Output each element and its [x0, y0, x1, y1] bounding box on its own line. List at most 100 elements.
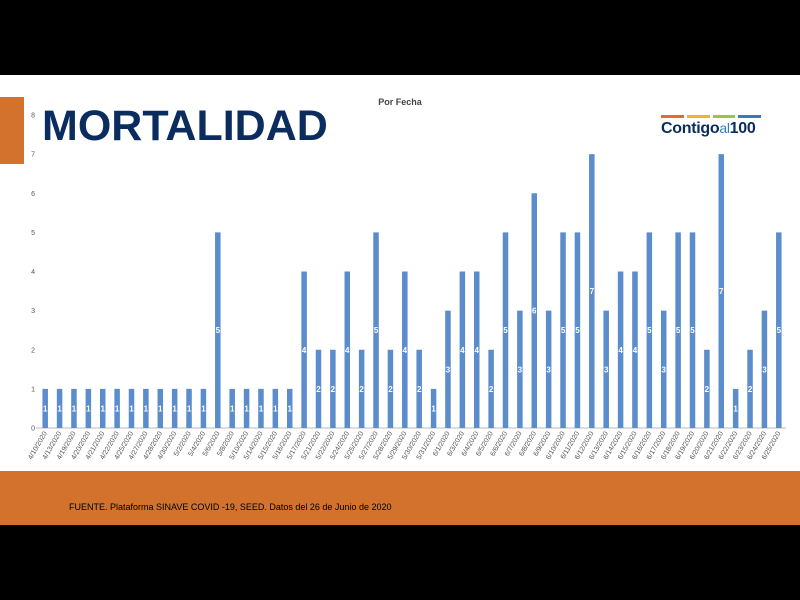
bar	[85, 388, 92, 429]
data-label: 1	[273, 404, 278, 413]
bar	[301, 271, 307, 428]
y-axis: 0 1 2 3 4 5 6 7 8	[31, 113, 786, 433]
data-label: 3	[546, 365, 551, 374]
bar	[56, 388, 63, 429]
data-label: 5	[503, 326, 508, 335]
bar	[430, 388, 437, 429]
bar	[128, 388, 135, 429]
y-tick-label: 3	[31, 308, 35, 315]
bar	[560, 232, 566, 429]
data-label: 4	[302, 346, 307, 355]
bar	[488, 349, 494, 428]
data-label: 2	[417, 385, 422, 394]
bar	[589, 154, 595, 429]
data-label: 1	[201, 404, 206, 413]
bar	[603, 310, 609, 429]
data-label: 1	[129, 404, 134, 413]
x-axis-labels: 4/10/20204/13/20204/19/20204/20/20204/21…	[27, 430, 782, 461]
data-label: 1	[144, 404, 149, 413]
logo-line-blue	[738, 115, 761, 118]
bar	[502, 232, 509, 429]
y-tick-label: 1	[31, 386, 35, 393]
data-label: 1	[172, 404, 177, 413]
bar	[445, 310, 451, 429]
logo-color-lines	[661, 115, 761, 118]
bar	[416, 349, 422, 428]
logo-number: 100	[729, 120, 756, 137]
data-label: 1	[57, 404, 62, 413]
data-label: 3	[662, 365, 667, 374]
data-label: 2	[705, 385, 710, 394]
y-tick-label: 8	[31, 113, 35, 120]
data-label: 5	[561, 326, 566, 335]
data-label: 5	[676, 326, 681, 335]
y-tick-label: 5	[31, 230, 35, 237]
data-label: 4	[403, 346, 408, 355]
data-label: 5	[216, 326, 221, 335]
data-label: 2	[359, 385, 364, 394]
data-label: 5	[575, 326, 580, 335]
bar	[675, 232, 681, 429]
data-label: 4	[345, 346, 350, 355]
bar	[330, 349, 336, 428]
bar	[517, 310, 523, 429]
data-label: 5	[690, 326, 695, 335]
y-tick-label: 0	[31, 426, 35, 433]
logo-line-orange	[661, 115, 684, 118]
y-tick-label: 7	[31, 152, 35, 159]
data-label: 1	[43, 404, 48, 413]
bar	[545, 310, 552, 429]
data-label: 2	[388, 385, 393, 394]
y-tick-label: 6	[31, 191, 35, 198]
bar	[229, 388, 235, 429]
logo-line-yellow	[686, 115, 710, 118]
bar	[574, 232, 581, 429]
bar	[243, 388, 250, 429]
bar	[761, 310, 768, 429]
data-label: 4	[475, 346, 480, 355]
bar	[71, 388, 77, 429]
source-note: FUENTE. Plataforma SINAVE COVID -19, SEE…	[69, 502, 392, 512]
bar	[689, 232, 696, 429]
data-label: 2	[316, 385, 321, 394]
bar	[718, 154, 725, 429]
bar	[272, 388, 279, 429]
footer-bar: FUENTE. Plataforma SINAVE COVID -19, SEE…	[0, 471, 800, 525]
data-label: 1	[72, 404, 77, 413]
bar	[215, 232, 221, 429]
data-label: 6	[532, 307, 537, 316]
bar	[186, 388, 192, 429]
data-label: 1	[733, 404, 738, 413]
data-label: 4	[460, 346, 465, 355]
data-label: 1	[86, 404, 91, 413]
data-label: 1	[158, 404, 163, 413]
data-label: 1	[101, 404, 106, 413]
bar	[776, 232, 782, 429]
data-label: 5	[374, 326, 379, 335]
bar	[473, 271, 480, 428]
bar	[531, 193, 538, 428]
data-label: 7	[590, 287, 595, 296]
data-label: 3	[518, 365, 523, 374]
logo-connector: al	[719, 120, 730, 136]
data-label: 3	[604, 365, 609, 374]
bar	[660, 310, 667, 429]
data-label: 3	[762, 365, 767, 374]
data-label: 1	[259, 404, 264, 413]
bar	[632, 271, 638, 428]
bar	[99, 388, 106, 429]
data-label: 1	[288, 404, 293, 413]
bar	[646, 232, 653, 429]
bar	[459, 271, 466, 428]
bar	[200, 388, 207, 429]
y-tick-label: 2	[31, 347, 35, 354]
page-title: MORTALIDAD	[42, 102, 328, 150]
data-label: 5	[647, 326, 652, 335]
data-label: 2	[489, 385, 494, 394]
data-label: 2	[748, 385, 753, 394]
data-label: 1	[187, 404, 192, 413]
bar	[344, 271, 351, 428]
accent-bar-left	[0, 97, 24, 164]
